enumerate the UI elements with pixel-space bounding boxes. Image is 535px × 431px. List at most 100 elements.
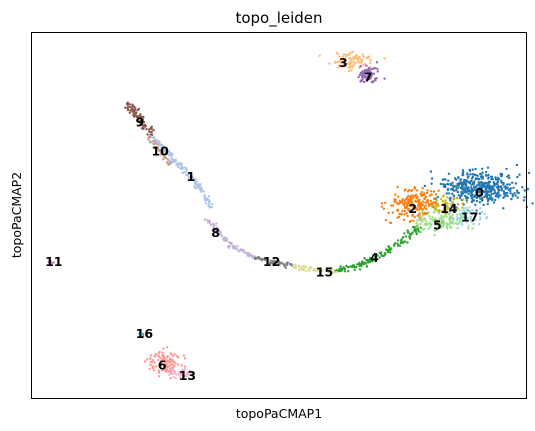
point-cluster-0 bbox=[455, 187, 458, 190]
point-cluster-8 bbox=[230, 243, 233, 246]
point-cluster-8 bbox=[228, 241, 231, 244]
point-cluster-4 bbox=[358, 268, 362, 271]
point-cluster-9 bbox=[133, 110, 136, 114]
point-cluster-6 bbox=[143, 360, 147, 363]
point-cluster-17 bbox=[466, 217, 470, 220]
point-cluster-3 bbox=[342, 53, 345, 56]
point-cluster-5 bbox=[450, 215, 453, 219]
point-cluster-17 bbox=[465, 209, 468, 212]
point-cluster-14 bbox=[456, 207, 459, 210]
point-cluster-2 bbox=[413, 186, 416, 189]
point-cluster-10 bbox=[153, 146, 156, 150]
point-cluster-4 bbox=[408, 237, 412, 240]
point-cluster-5 bbox=[434, 226, 438, 230]
point-cluster-0 bbox=[483, 182, 486, 185]
point-cluster-5 bbox=[430, 223, 433, 226]
point-cluster-9 bbox=[141, 118, 144, 122]
point-cluster-12 bbox=[261, 257, 264, 261]
point-cluster-12 bbox=[256, 256, 260, 260]
point-cluster-12 bbox=[282, 262, 285, 265]
point-cluster-10 bbox=[149, 141, 152, 144]
point-cluster-5 bbox=[439, 226, 443, 229]
point-cluster-17 bbox=[465, 206, 468, 210]
point-cluster-5 bbox=[415, 221, 418, 225]
point-cluster-0 bbox=[447, 179, 450, 182]
point-cluster-0 bbox=[516, 175, 519, 179]
point-cluster-6 bbox=[145, 358, 149, 361]
cluster-4-points bbox=[329, 225, 422, 273]
point-cluster-2 bbox=[412, 219, 415, 223]
point-cluster-2 bbox=[421, 208, 424, 211]
point-cluster-0 bbox=[500, 189, 503, 192]
point-cluster-2 bbox=[421, 212, 425, 215]
point-cluster-1 bbox=[162, 147, 166, 150]
point-cluster-8 bbox=[216, 234, 220, 237]
point-cluster-10 bbox=[156, 143, 159, 146]
cluster-3-points bbox=[318, 50, 386, 73]
point-cluster-8 bbox=[211, 222, 215, 225]
point-cluster-4 bbox=[382, 254, 385, 258]
point-cluster-8 bbox=[215, 226, 218, 229]
point-cluster-2 bbox=[384, 219, 388, 222]
point-cluster-14 bbox=[430, 204, 434, 207]
point-cluster-5 bbox=[423, 217, 427, 220]
point-cluster-6 bbox=[149, 360, 152, 364]
point-cluster-0 bbox=[496, 184, 500, 188]
point-cluster-17 bbox=[467, 224, 470, 228]
point-cluster-2 bbox=[419, 192, 422, 196]
point-cluster-0 bbox=[505, 167, 508, 171]
point-cluster-0 bbox=[478, 212, 482, 215]
point-cluster-0 bbox=[486, 199, 490, 203]
point-cluster-1 bbox=[204, 199, 207, 203]
point-cluster-6 bbox=[175, 354, 178, 358]
point-cluster-3 bbox=[357, 61, 361, 64]
point-cluster-2 bbox=[380, 202, 384, 205]
point-cluster-0 bbox=[494, 178, 498, 181]
point-cluster-2 bbox=[406, 214, 409, 218]
point-cluster-2 bbox=[421, 186, 424, 190]
point-cluster-2 bbox=[382, 207, 385, 210]
point-cluster-0 bbox=[526, 188, 530, 191]
cluster-label-4: 4 bbox=[370, 250, 379, 265]
point-cluster-2 bbox=[403, 189, 407, 192]
point-cluster-6 bbox=[149, 363, 152, 366]
point-cluster-0 bbox=[476, 188, 479, 191]
point-cluster-3 bbox=[369, 61, 372, 65]
point-cluster-0 bbox=[496, 182, 499, 186]
point-cluster-15 bbox=[333, 271, 336, 274]
point-cluster-0 bbox=[522, 199, 526, 202]
point-cluster-1 bbox=[204, 202, 208, 205]
point-cluster-17 bbox=[461, 219, 464, 223]
point-cluster-12 bbox=[273, 260, 277, 263]
point-cluster-0 bbox=[499, 194, 502, 197]
point-cluster-2 bbox=[410, 189, 413, 193]
point-cluster-7 bbox=[375, 61, 379, 64]
point-cluster-1 bbox=[168, 153, 172, 156]
point-cluster-13 bbox=[171, 367, 174, 371]
point-cluster-3 bbox=[352, 63, 356, 67]
point-cluster-1 bbox=[194, 187, 197, 190]
point-cluster-5 bbox=[440, 214, 443, 218]
point-cluster-13 bbox=[188, 369, 192, 373]
point-cluster-6 bbox=[152, 365, 155, 368]
point-cluster-3 bbox=[349, 65, 352, 68]
point-cluster-0 bbox=[470, 183, 473, 187]
point-cluster-4 bbox=[363, 257, 366, 260]
point-cluster-6 bbox=[165, 368, 169, 371]
point-cluster-9 bbox=[151, 133, 154, 136]
point-cluster-2 bbox=[412, 207, 415, 210]
point-cluster-5 bbox=[421, 217, 424, 220]
point-cluster-10 bbox=[166, 158, 170, 161]
point-cluster-0 bbox=[507, 188, 510, 191]
point-cluster-6 bbox=[165, 360, 168, 363]
cluster-label-12: 12 bbox=[263, 254, 280, 269]
point-cluster-0 bbox=[486, 166, 490, 169]
point-cluster-4 bbox=[369, 260, 372, 263]
point-cluster-5 bbox=[433, 229, 437, 232]
point-cluster-14 bbox=[445, 207, 448, 210]
point-cluster-0 bbox=[454, 185, 458, 188]
point-cluster-1 bbox=[166, 149, 169, 152]
point-cluster-0 bbox=[502, 190, 505, 193]
point-cluster-3 bbox=[341, 65, 344, 69]
point-cluster-2 bbox=[434, 193, 438, 196]
